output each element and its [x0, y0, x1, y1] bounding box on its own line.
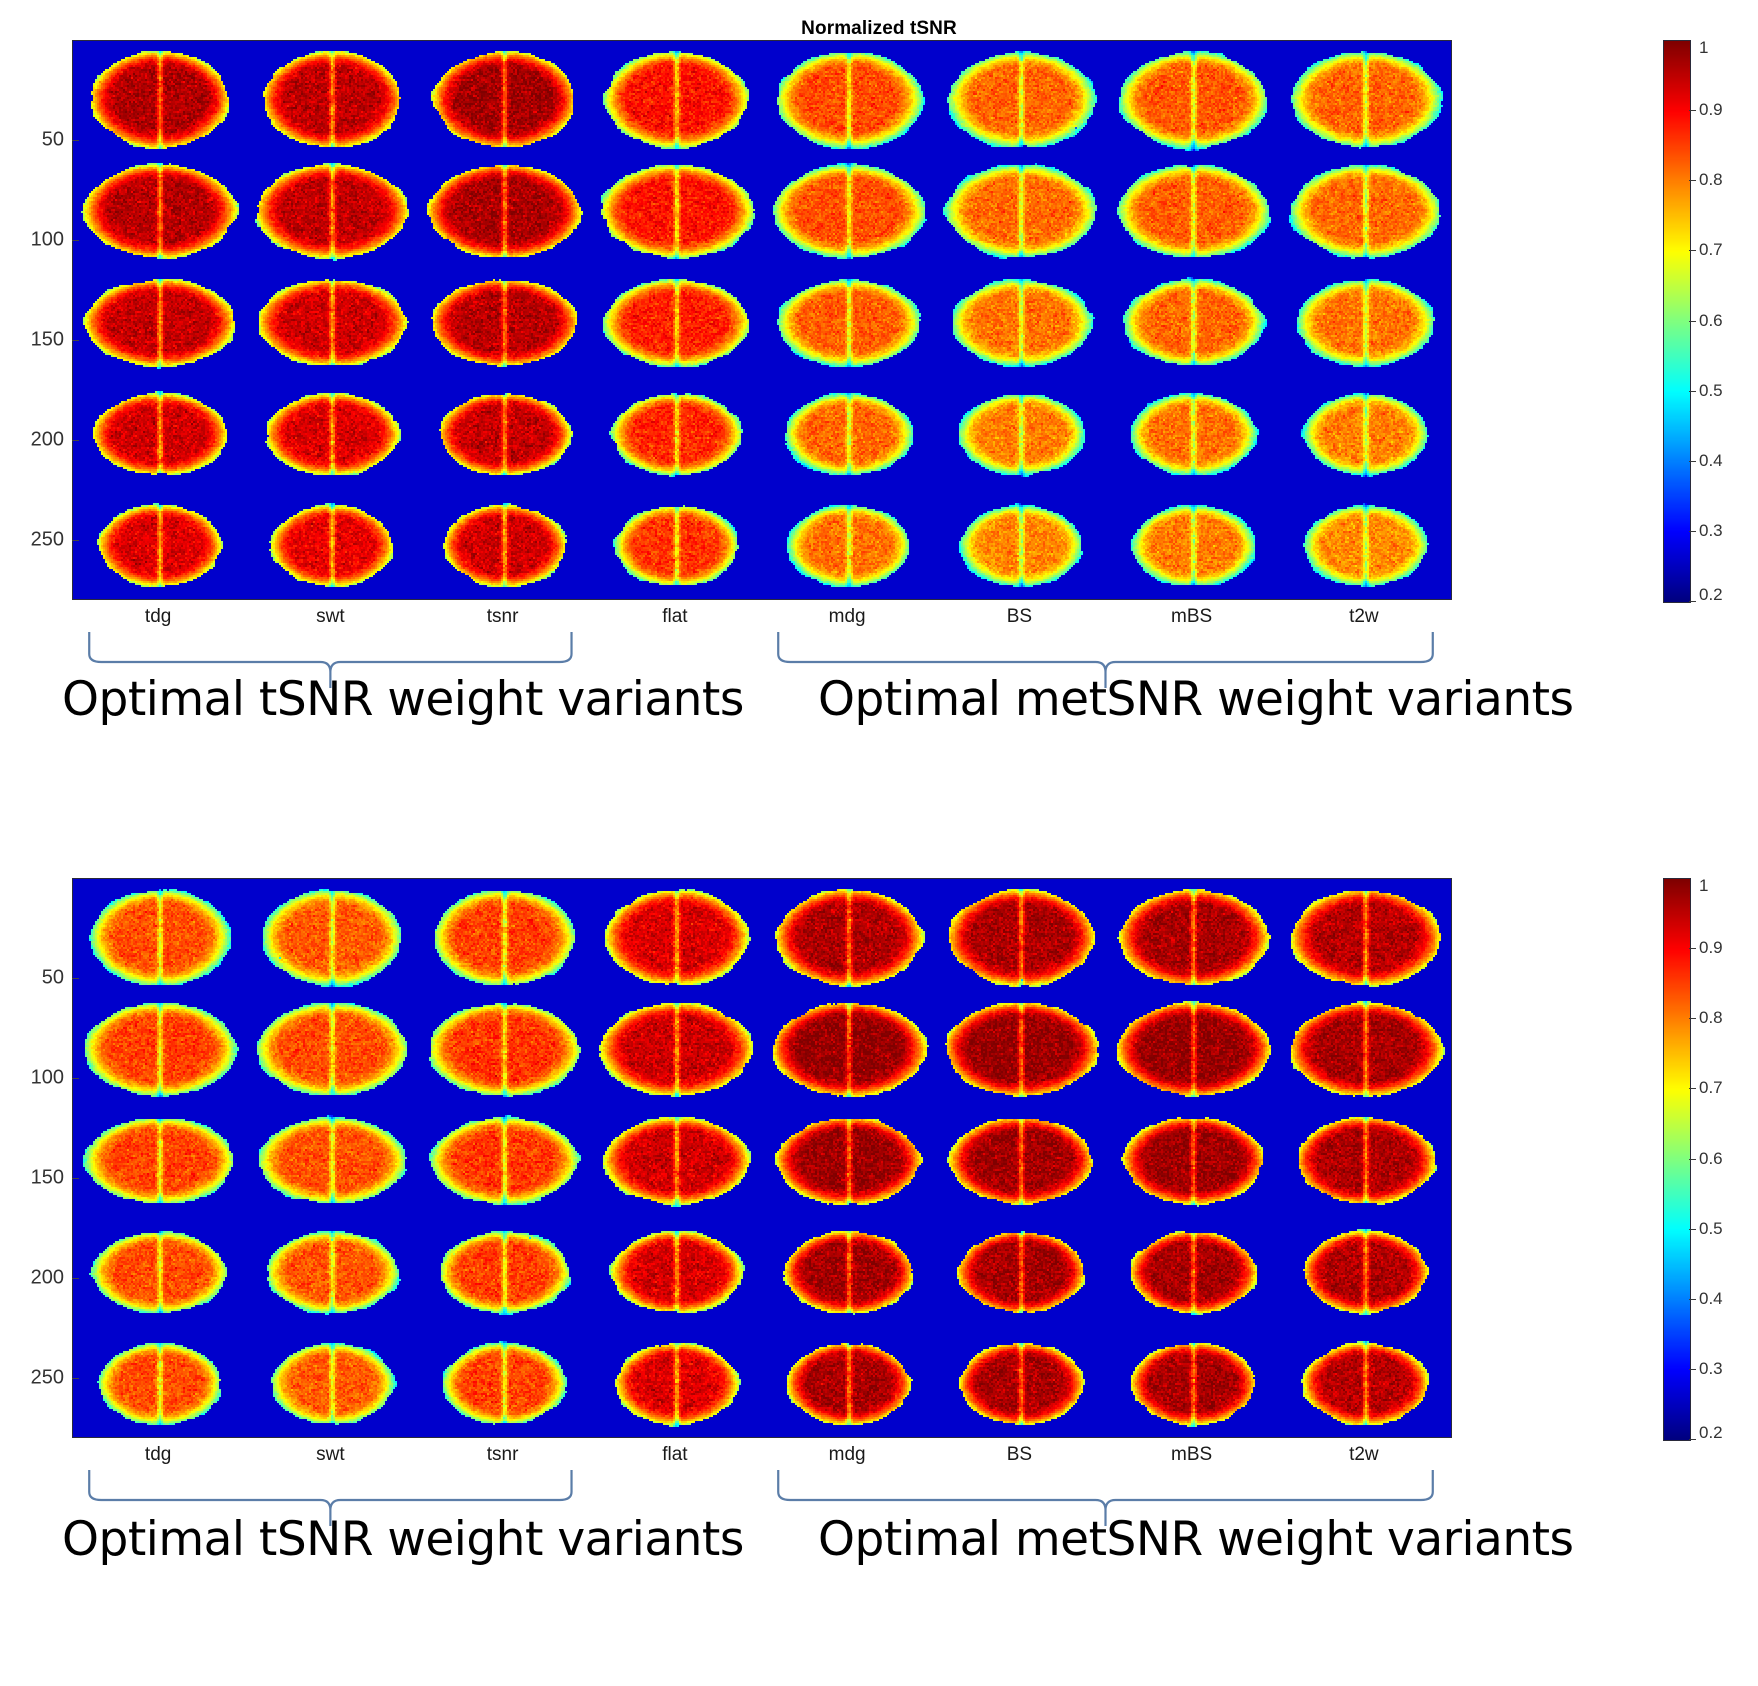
y-axis-tick-label: 200 [30, 1266, 64, 1289]
y-axis-tick-mark [72, 1078, 79, 1079]
y-axis-tick-label: 100 [30, 228, 64, 251]
group-caption-tsnr-weights-2: Optimal tSNR weight variants [62, 1512, 744, 1567]
colorbar-tick-mark [1689, 1368, 1696, 1370]
y-axis-tick-mark [72, 340, 79, 341]
y-axis-tick-label: 250 [30, 1366, 64, 1389]
colorbar-tick-mark [1689, 460, 1696, 462]
colorbar-tick-label: 0.7 [1699, 240, 1723, 260]
column-label-mdg: mdg [828, 1444, 866, 1465]
y-axis-tick-label: 100 [30, 1066, 64, 1089]
y-axis-tick-mark [72, 140, 79, 141]
colorbar-tick-label: 0.6 [1699, 310, 1723, 330]
colorbar-tick-mark [1689, 320, 1696, 322]
y-axis-tick-label: 250 [30, 528, 64, 551]
column-label-flat: flat [662, 606, 688, 627]
colorbar-tick-label: 0.5 [1699, 1218, 1723, 1238]
group-caption-metsnr-weights: Optimal metSNR weight variants [818, 672, 1574, 727]
column-label-t2w: t2w [1349, 1444, 1379, 1465]
colorbar-tick-mark [1689, 250, 1696, 252]
colorbar-tick-label: 0.9 [1699, 938, 1723, 958]
column-label-tdg: tdg [144, 606, 172, 627]
y-axis-tick-label: 200 [30, 428, 64, 451]
y-axis-tick-mark [72, 540, 79, 541]
colorbar-tick-label: 0.2 [1699, 1423, 1723, 1442]
colorbar-tick-label: 0.9 [1699, 100, 1723, 120]
y-axis-tick-mark [72, 1378, 79, 1379]
colorbar-tick-mark [1689, 110, 1696, 112]
colorbar-tick-label: 0.5 [1699, 380, 1723, 400]
column-label-tsnr: tsnr [486, 606, 519, 627]
colorbar-tick-label: 0.2 [1699, 585, 1723, 604]
colorbar-tick-label: 0.8 [1699, 170, 1723, 190]
colorbar-tick-mark [1689, 180, 1696, 182]
y-axis-tick-label: 50 [41, 128, 64, 151]
colorbar-tick-mark [1689, 530, 1696, 532]
y-axis-ticks-tsnr: 50 100 150 200 250 [10, 40, 64, 598]
colorbar-tick-label: 1 [1699, 38, 1709, 57]
colorbar-tick-label: 0.4 [1699, 450, 1723, 470]
y-axis-tick-label: 150 [30, 328, 64, 351]
y-axis-tick-mark [72, 1278, 79, 1279]
page-title-tsnr: Normalized tSNR [801, 18, 957, 39]
y-axis-tick-label: 150 [30, 1166, 64, 1189]
column-label-tsnr: tsnr [486, 1444, 519, 1465]
y-axis-tick-mark [72, 440, 79, 441]
group-caption-tsnr-weights: Optimal tSNR weight variants [62, 672, 744, 727]
colorbar-tick-label: 0.3 [1699, 520, 1723, 540]
column-label-bs: BS [1006, 1444, 1033, 1465]
column-label-mbs: mBS [1171, 606, 1213, 627]
colorbar-tick-mark [1689, 601, 1696, 602]
column-label-bs: BS [1006, 606, 1033, 627]
y-axis-tick-label: 50 [41, 966, 64, 989]
colorbar-tick-mark [1689, 1298, 1696, 1300]
colorbar-tick-mark [1689, 1158, 1696, 1160]
colorbar-tick-label: 0.6 [1699, 1148, 1723, 1168]
column-label-tdg: tdg [144, 1444, 172, 1465]
colorbar-tick-mark [1689, 1088, 1696, 1090]
column-label-mdg: mdg [828, 606, 866, 627]
colorbar-tick-label: 0.4 [1699, 1288, 1723, 1308]
colorbar-tick-mark [1689, 948, 1696, 950]
colorbar-tick-mark [1689, 1228, 1696, 1230]
colorbar-tick-mark [1689, 1018, 1696, 1020]
heatmap-montage-tsnr [72, 40, 1452, 600]
column-label-swt: swt [316, 1444, 345, 1465]
colorbar-tick-label: 0.3 [1699, 1358, 1723, 1378]
column-label-mbs: mBS [1171, 1444, 1213, 1465]
colorbar-tick-label: 0.8 [1699, 1008, 1723, 1028]
colorbar-tick-label: 0.7 [1699, 1078, 1723, 1098]
heatmap-montage-metsnr [72, 878, 1452, 1438]
colorbar-tick-mark [1689, 1439, 1696, 1440]
colorbar-tick-label: 1 [1699, 876, 1709, 895]
y-axis-tick-mark [72, 1178, 79, 1179]
group-caption-metsnr-weights-2: Optimal metSNR weight variants [818, 1512, 1574, 1567]
y-axis-ticks-metsnr: 50 100 150 200 250 [10, 878, 64, 1436]
column-label-t2w: t2w [1349, 606, 1379, 627]
y-axis-tick-mark [72, 240, 79, 241]
y-axis-tick-mark [72, 978, 79, 979]
colorbar-tick-mark [1689, 390, 1696, 392]
column-label-swt: swt [316, 606, 345, 627]
panel-normalized-tsnr: Normalized tSNR 50 100 150 200 250 1 0.9 0.8 0.… [0, 0, 1758, 830]
column-label-flat: flat [662, 1444, 688, 1465]
